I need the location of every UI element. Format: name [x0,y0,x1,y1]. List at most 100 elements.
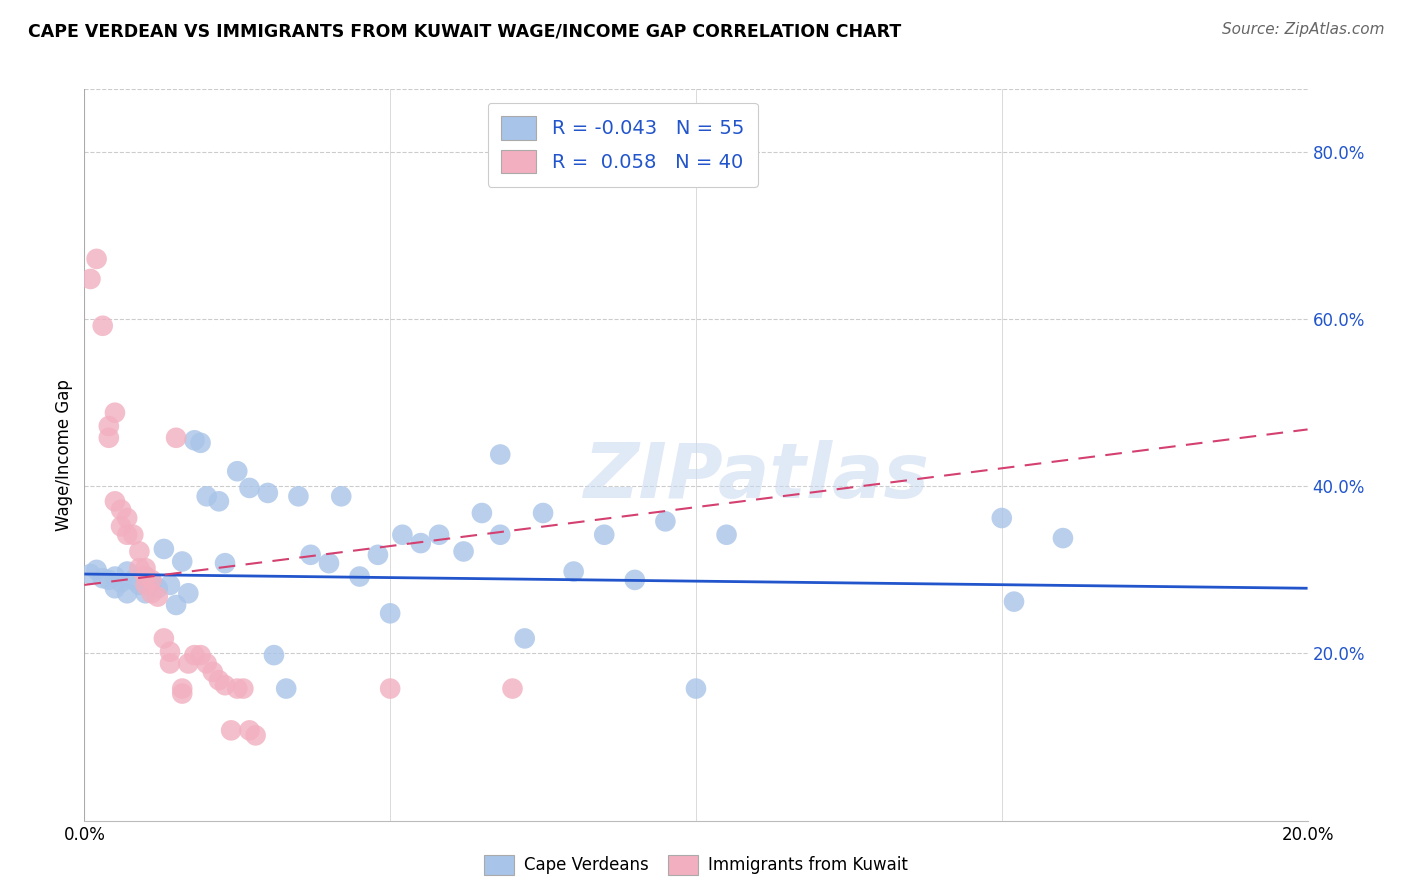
Point [208,494,231,508]
Point [115,586,138,600]
Point [409,536,432,550]
Point [141,586,163,600]
Point [86,252,108,266]
Point [257,486,280,500]
Point [513,632,536,646]
Point [685,681,707,696]
Point [1052,531,1074,545]
Point [79,567,101,582]
Point [195,657,218,671]
Point [104,569,127,583]
Point [624,573,647,587]
Point [190,648,212,662]
Point [349,569,371,583]
Point [201,665,224,679]
Point [110,575,132,590]
Point [562,565,585,579]
Point [276,681,298,696]
Point [489,448,512,462]
Point [128,578,150,592]
Point [380,681,402,696]
Point [146,590,169,604]
Point [97,573,120,587]
Point [489,527,512,541]
Point [159,578,181,592]
Point [214,556,236,570]
Y-axis label: Wage/Income Gap: Wage/Income Gap [55,379,73,531]
Point [115,527,138,541]
Point [165,598,187,612]
Point [141,573,163,587]
Point [593,527,616,541]
Point [1002,594,1025,608]
Text: ZIPatlas: ZIPatlas [583,440,931,514]
Point [183,434,205,448]
Point [238,481,260,495]
Point [214,678,236,692]
Point [172,681,194,696]
Point [104,406,127,420]
Point [453,544,475,558]
Text: Source: ZipAtlas.com: Source: ZipAtlas.com [1222,22,1385,37]
Point [226,681,249,696]
Point [135,569,157,583]
Point [110,519,132,533]
Point [153,632,176,646]
Point [219,723,242,738]
Point [104,494,127,508]
Point [245,728,267,742]
Point [716,527,738,541]
Point [391,527,413,541]
Point [141,575,163,590]
Point [183,648,205,662]
Point [318,556,340,570]
Point [159,657,181,671]
Point [97,431,120,445]
Point [531,506,554,520]
Point [91,571,114,585]
Point [208,673,231,688]
Text: CAPE VERDEAN VS IMMIGRANTS FROM KUWAIT WAGE/INCOME GAP CORRELATION CHART: CAPE VERDEAN VS IMMIGRANTS FROM KUWAIT W… [28,22,901,40]
Point [299,548,322,562]
Point [238,723,260,738]
Point [122,573,145,587]
Point [232,681,254,696]
Point [427,527,450,541]
Point [128,561,150,575]
Point [104,581,127,595]
Point [195,489,218,503]
Point [110,502,132,516]
Point [153,541,176,556]
Point [471,506,494,520]
Point [135,561,157,575]
Point [86,563,108,577]
Legend: Cape Verdeans, Immigrants from Kuwait: Cape Verdeans, Immigrants from Kuwait [477,848,915,882]
Point [263,648,285,662]
Point [380,607,402,621]
Point [367,548,389,562]
Point [502,681,524,696]
Point [97,419,120,434]
Point [128,544,150,558]
Point [115,511,138,525]
Point [91,318,114,333]
Point [135,578,157,592]
Point [79,272,101,286]
Point [226,464,249,478]
Point [122,527,145,541]
Point [287,489,309,503]
Point [172,687,194,701]
Point [991,511,1014,525]
Point [177,586,200,600]
Point [115,565,138,579]
Point [146,581,169,595]
Point [165,431,187,445]
Point [654,515,676,529]
Point [135,569,157,583]
Point [159,645,181,659]
Point [190,435,212,450]
Point [135,586,157,600]
Point [330,489,353,503]
Point [172,554,194,568]
Point [177,657,200,671]
